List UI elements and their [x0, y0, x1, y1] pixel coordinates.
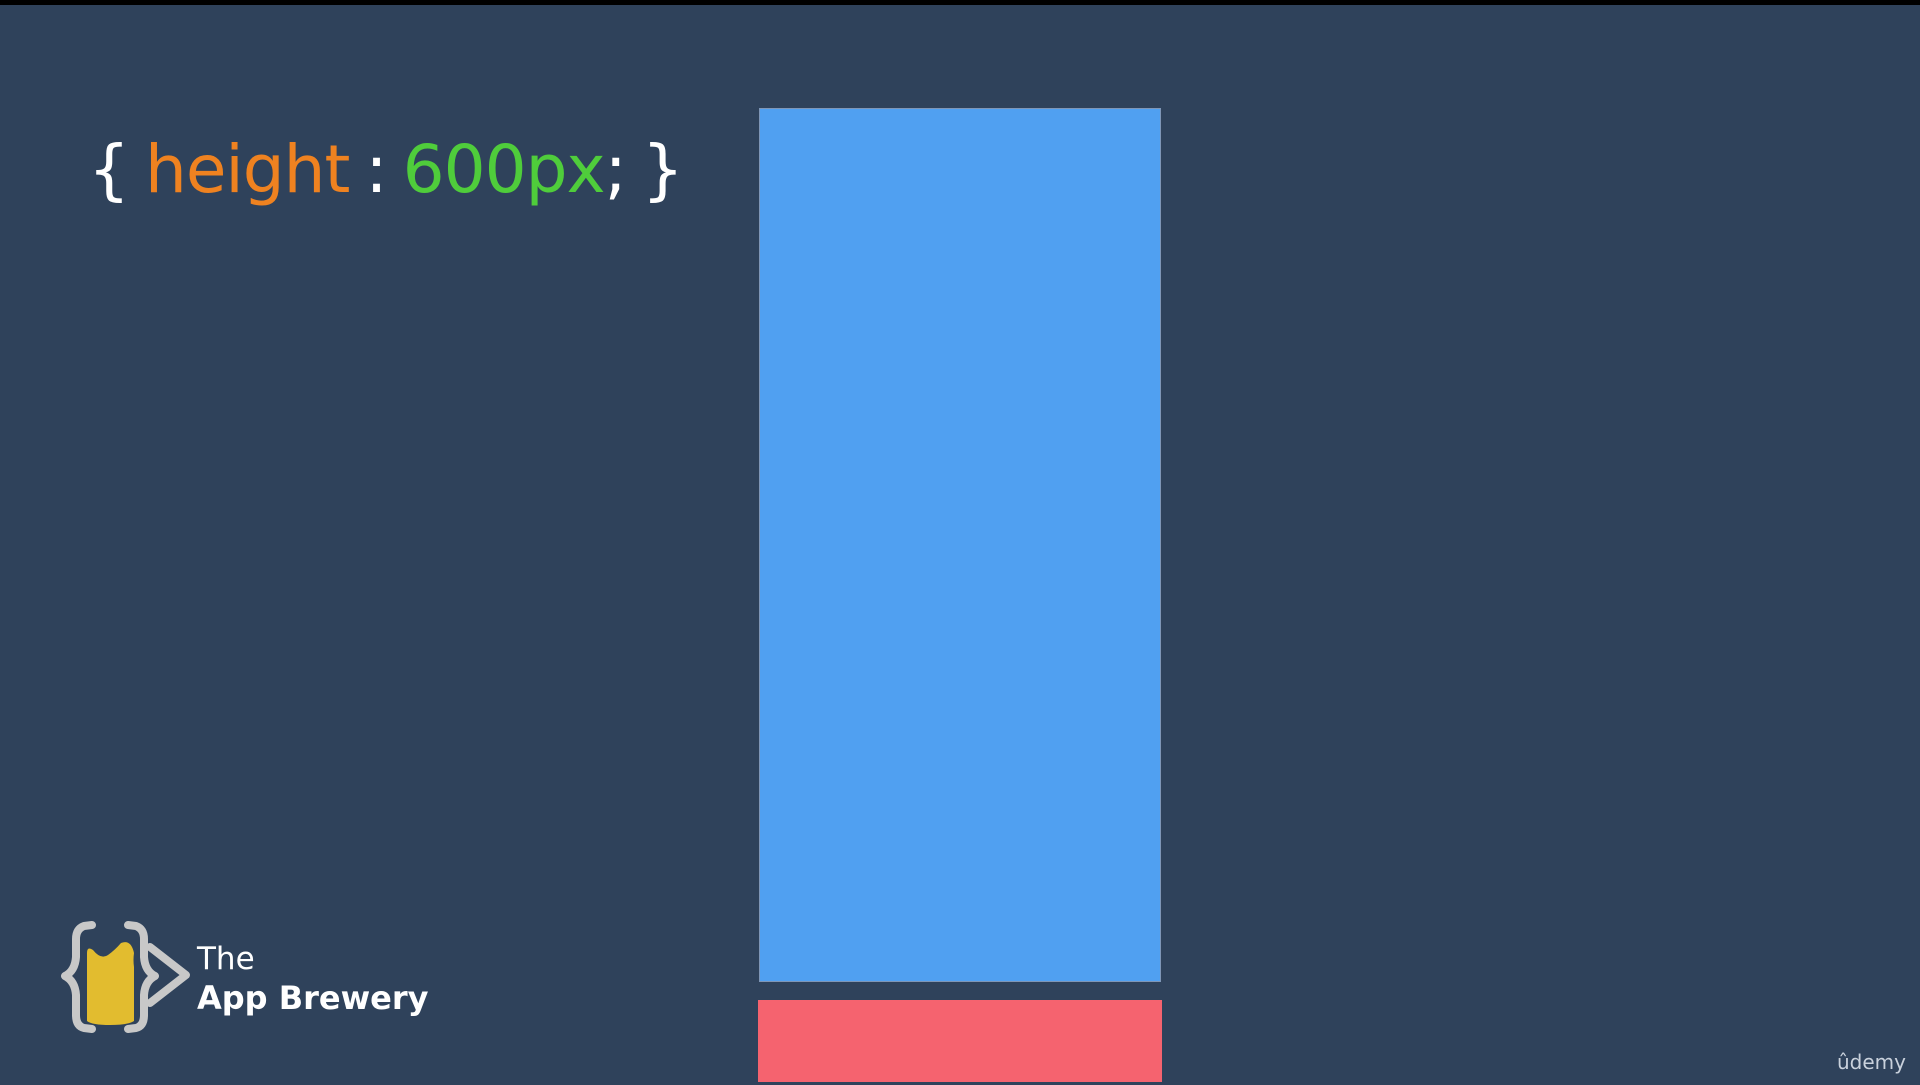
css-value: 600px [402, 131, 606, 208]
colon: : [365, 131, 387, 208]
brand-the: The [197, 941, 255, 977]
css-declaration: {height:600px;} [88, 128, 684, 212]
brand-name: App Brewery [197, 979, 429, 1017]
top-edge-bar [0, 0, 1920, 5]
semicolon: ; [604, 131, 627, 208]
app-brewery-logo-icon [61, 921, 190, 1033]
close-brace: } [641, 131, 684, 208]
red-box [758, 1000, 1162, 1082]
udemy-watermark: ûdemy [1837, 1050, 1906, 1074]
open-brace: { [88, 131, 130, 208]
css-property: height [145, 131, 350, 208]
blue-box [759, 108, 1161, 982]
